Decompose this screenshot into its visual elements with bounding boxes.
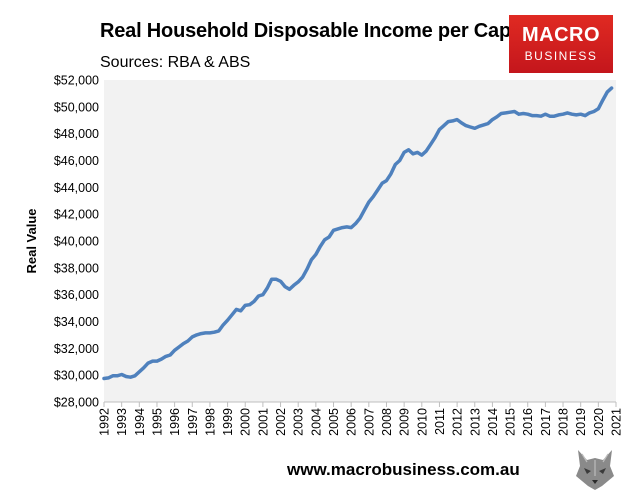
x-tick-label: 2016	[521, 408, 535, 436]
chart-title: Real Household Disposable Income per Cap…	[100, 20, 534, 42]
x-tick-label: 2011	[433, 408, 447, 435]
y-tick-label: $40,000	[54, 235, 99, 249]
x-tick-label: 2009	[398, 408, 412, 436]
x-tick-label: 2002	[274, 408, 288, 436]
y-tick-label: $50,000	[54, 100, 99, 114]
x-tick-label: 2018	[557, 408, 571, 436]
x-tick-label: 2010	[415, 408, 429, 436]
x-tick-label: 2007	[362, 408, 376, 436]
x-tick-label: 2008	[380, 408, 394, 436]
y-tick-label: $42,000	[54, 208, 99, 222]
x-axis: 1992 1993 1994 1995 1996 1997 1998 1999 2000 2001…	[98, 402, 624, 436]
y-tick-label: $52,000	[54, 74, 99, 88]
logo-line2: BUSINESS	[524, 49, 598, 63]
x-tick-label: 2013	[468, 408, 482, 436]
x-tick-label: 2015	[504, 408, 518, 436]
footer-url-link[interactable]: www.macrobusiness.com.au	[287, 460, 520, 479]
x-tick-label: 1995	[150, 408, 164, 436]
y-tick-label: $34,000	[54, 315, 99, 329]
x-tick-label: 2006	[345, 408, 359, 436]
y-tick-label: $48,000	[54, 127, 99, 141]
x-tick-label: 1996	[168, 408, 182, 436]
x-tick-label: 2001	[256, 408, 270, 436]
series-line	[102, 86, 614, 381]
x-tick-label: 1997	[186, 408, 200, 436]
x-tick-label: 2000	[239, 408, 253, 436]
y-axis: $28,000 $30,000 $32,000 $34,000 $36,000 $38,0…	[54, 74, 99, 410]
x-tick-label: 2021	[610, 408, 624, 436]
x-tick-label: 2017	[539, 408, 553, 436]
logo-line1: MACRO	[521, 24, 601, 46]
x-tick-label: 2003	[292, 408, 306, 436]
y-tick-label: $44,000	[54, 181, 99, 195]
y-tick-label: $36,000	[54, 288, 99, 302]
x-tick-label: 1992	[98, 408, 112, 436]
x-tick-label: 2020	[592, 408, 606, 436]
x-tick-label: 1994	[133, 408, 147, 436]
x-tick-label: 2014	[486, 408, 500, 436]
wolf-logo-icon	[576, 450, 614, 490]
x-tick-label: 2005	[327, 408, 341, 436]
y-tick-label: $38,000	[54, 261, 99, 275]
y-axis-label: Real Value	[24, 208, 39, 273]
plot-area	[104, 80, 616, 402]
x-tick-label: 1999	[221, 408, 235, 436]
x-tick-label: 2004	[309, 408, 323, 436]
y-tick-label: $46,000	[54, 154, 99, 168]
x-tick-label: 2019	[574, 408, 588, 436]
x-tick-label: 1993	[115, 408, 129, 436]
x-tick-label: 2012	[451, 408, 465, 436]
chart-subtitle: Sources: RBA & ABS	[100, 54, 251, 71]
x-tick-label: 1998	[203, 408, 217, 436]
y-tick-label: $28,000	[54, 396, 99, 410]
y-tick-label: $32,000	[54, 342, 99, 356]
y-tick-label: $30,000	[54, 369, 99, 383]
macrobusiness-logo[interactable]: MACRO BUSINESS	[509, 15, 613, 73]
